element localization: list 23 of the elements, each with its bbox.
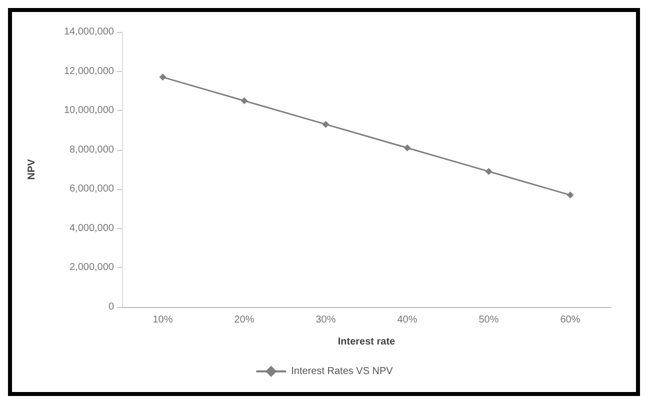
x-tick-label: 60%: [560, 314, 580, 326]
x-tick-label: 30%: [316, 314, 336, 326]
point: [159, 74, 166, 81]
y-tick-label: 0: [108, 302, 114, 312]
point: [240, 97, 248, 104]
x-axis-title: Interest rate: [338, 336, 396, 348]
y-axis-title: NPV: [26, 158, 38, 180]
y-tick-label: 12,000,000: [64, 66, 114, 77]
y-tick-label: 14,000,000: [64, 26, 114, 38]
legend-label: Interest Rates VS NPV: [291, 366, 394, 377]
point: [485, 168, 492, 175]
x-tick-label: 20%: [234, 314, 254, 326]
point: [404, 144, 411, 152]
y-tick-label: 2,000,000: [70, 262, 114, 274]
y-tick-label: 4,000,000: [70, 222, 114, 234]
point: [322, 120, 330, 128]
x-tick-label: 40%: [397, 314, 418, 326]
x-tick-label: 10%: [152, 314, 173, 326]
y-tick-label: 8,000,000: [70, 144, 114, 156]
y-tick-label: 6,000,000: [70, 184, 114, 195]
y-tick-label: 10,000,000: [64, 105, 114, 116]
x-tick-label: 50%: [478, 314, 499, 326]
point: [566, 192, 574, 199]
